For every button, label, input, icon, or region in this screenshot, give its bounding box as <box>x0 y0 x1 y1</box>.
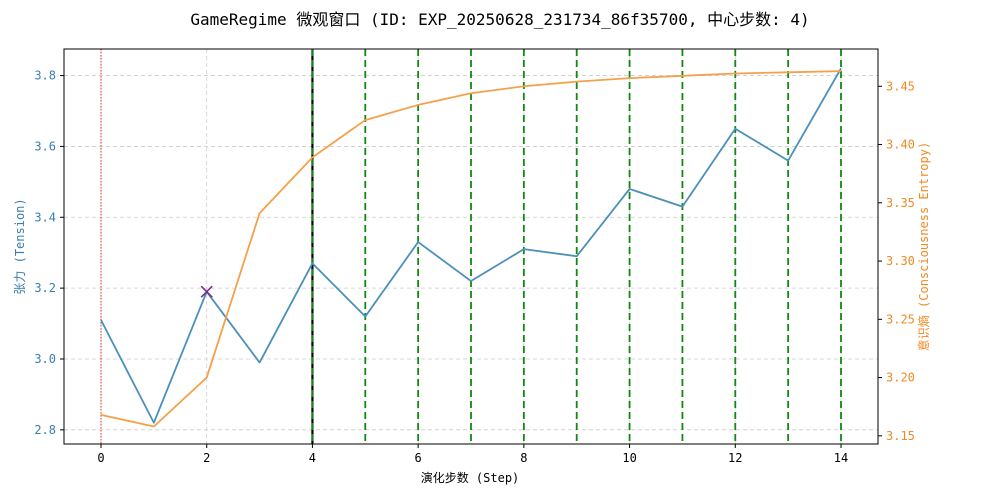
x-tick-label: 4 <box>309 451 316 465</box>
left-y-tick-label: 3.8 <box>34 69 56 83</box>
right-y-tick-label: 3.45 <box>886 79 915 93</box>
x-tick-label: 8 <box>520 451 527 465</box>
plot-frame <box>63 48 879 445</box>
left-y-tick-label: 3.2 <box>34 281 56 295</box>
x-tick-label: 14 <box>834 451 848 465</box>
left-y-tick-label: 3.0 <box>34 352 56 366</box>
right-y-tick-label: 3.35 <box>886 196 915 210</box>
left-y-tick-label: 2.8 <box>34 423 56 437</box>
left-y-axis-title: 张力 (Tension) <box>13 198 27 294</box>
x-tick-label: 10 <box>622 451 636 465</box>
chart-title: GameRegime 微观窗口 (ID: EXP_20250628_231734… <box>190 10 809 29</box>
vertical-lines <box>100 49 842 444</box>
right-y-tick-label: 3.20 <box>886 371 915 385</box>
markers <box>200 285 213 298</box>
right-y-tick-label: 3.15 <box>886 429 915 443</box>
right-y-tick-label: 3.25 <box>886 312 915 326</box>
entropy-line <box>100 70 842 428</box>
right-y-tick-label: 3.30 <box>886 254 915 268</box>
x-tick-label: 0 <box>97 451 104 465</box>
series <box>100 68 842 428</box>
x-tick-label: 6 <box>415 451 422 465</box>
x-tick-label: 2 <box>203 451 210 465</box>
x-tick-label: 12 <box>728 451 742 465</box>
right-y-tick-label: 3.40 <box>886 138 915 152</box>
x-axis-title: 演化步数 (Step) <box>421 470 520 485</box>
tension-line <box>100 68 842 424</box>
axes: 0 2 4 6 8 10 12 14 2.8 3.0 3.2 3.4 3.6 3.8 3.15 3.20 3.2… <box>34 48 915 465</box>
left-y-tick-label: 3.4 <box>34 210 56 224</box>
x-marker <box>200 285 213 298</box>
right-y-axis-title: 意识熵 (Consciousness Entropy) <box>916 142 931 351</box>
left-y-tick-label: 3.6 <box>34 139 56 153</box>
